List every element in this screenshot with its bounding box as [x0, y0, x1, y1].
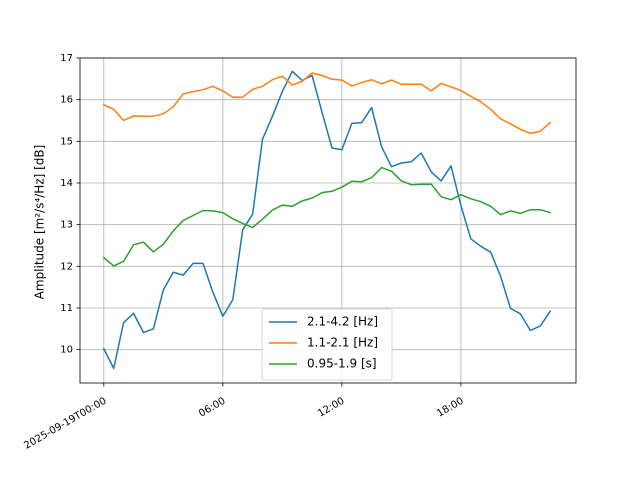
series-lines — [102, 70, 552, 370]
legend: 2.1-4.2 [Hz] 1.1-2.1 [Hz] 0.95-1.9 [s] — [261, 308, 393, 381]
y-tick-label: 17 — [60, 53, 73, 64]
plot-frame — [79, 57, 577, 384]
legend-label-1: 2.1-4.2 [Hz] — [307, 315, 378, 329]
series-line-2 — [102, 72, 552, 135]
legend-box — [261, 308, 393, 381]
y-axis-label: Amplitude [m²/s⁴/Hz] [dB] — [33, 145, 47, 300]
series-line-1 — [102, 70, 552, 370]
series-line-3 — [102, 166, 552, 267]
legend-items: 2.1-4.2 [Hz] 1.1-2.1 [Hz] 0.95-1.9 [s] — [269, 315, 378, 371]
y-tick-label: 16 — [60, 95, 73, 106]
y-tick-label: 10 — [60, 345, 73, 356]
y-tick-label: 15 — [60, 136, 73, 147]
legend-label-2: 1.1-2.1 [Hz] — [307, 336, 378, 350]
y-tick-label: 11 — [60, 303, 73, 314]
legend-label-3: 0.95-1.9 [s] — [307, 357, 377, 371]
y-tick-label: 12 — [60, 261, 73, 272]
y-axis-ticks: 10 11 12 13 14 15 16 17 — [60, 53, 80, 356]
y-tick-label: 13 — [60, 220, 73, 231]
y-tick-label: 14 — [60, 178, 73, 189]
